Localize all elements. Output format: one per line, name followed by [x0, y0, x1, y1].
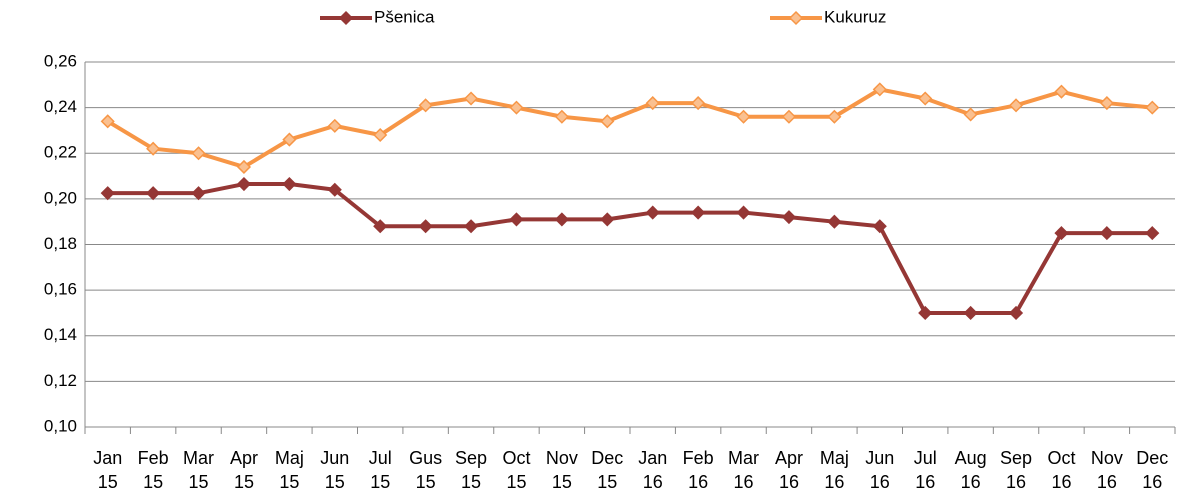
- point: [1145, 226, 1160, 241]
- x-tick-label: Aug 16: [954, 448, 987, 492]
- point: [327, 118, 342, 133]
- point: [963, 305, 978, 320]
- x-tick-label: Dec 16: [1136, 448, 1169, 492]
- legend-label: Kukuruz: [824, 7, 886, 26]
- point: [691, 96, 706, 111]
- x-tick-label: Feb 15: [137, 448, 169, 492]
- point: [236, 159, 252, 174]
- point: [691, 205, 706, 220]
- point: [373, 219, 388, 234]
- point: [509, 100, 524, 115]
- y-tick-label: 0,18: [44, 234, 77, 253]
- point: [963, 107, 978, 122]
- x-tick-label: Apr 15: [229, 448, 258, 492]
- y-tick-label: 0,12: [44, 371, 77, 390]
- point: [600, 114, 615, 129]
- point: [100, 186, 115, 201]
- point: [236, 176, 252, 192]
- legend-label: Pšenica: [374, 7, 435, 26]
- series-line: [106, 87, 1153, 169]
- point: [554, 212, 569, 227]
- point: [509, 212, 524, 227]
- point: [191, 146, 206, 161]
- point: [1054, 84, 1069, 99]
- x-tick-label: Jan 15: [93, 448, 123, 492]
- point: [827, 214, 842, 229]
- x-tick-label: Jul 15: [368, 448, 392, 492]
- point: [918, 305, 933, 320]
- x-tick-label: Apr 16: [774, 448, 803, 492]
- point: [373, 127, 388, 143]
- legend-marker: [788, 10, 804, 26]
- point: [736, 109, 751, 124]
- point: [282, 132, 297, 147]
- x-tick-label: Mar 15: [183, 448, 215, 492]
- point: [872, 82, 887, 97]
- x-tick-label: Nov 15: [545, 448, 578, 492]
- y-tick-label: 0,24: [44, 97, 77, 116]
- point: [554, 109, 569, 124]
- x-tick-label: Mar 16: [728, 448, 760, 492]
- point: [463, 91, 479, 106]
- point: [418, 98, 433, 113]
- point: [146, 186, 161, 201]
- point: [1008, 305, 1024, 320]
- x-tick-label: Jun 16: [865, 448, 895, 492]
- y-tick-label: 0,20: [44, 188, 77, 207]
- point: [1099, 96, 1114, 111]
- x-tick-label: Maj 15: [274, 448, 304, 492]
- point: [146, 141, 161, 156]
- point: [600, 212, 615, 227]
- point: [781, 210, 797, 225]
- x-tick-label: Oct 15: [502, 448, 531, 492]
- y-tick-label: 0,22: [44, 143, 77, 162]
- x-tick-label: Dec 15: [591, 448, 624, 492]
- point: [1054, 226, 1069, 241]
- x-tick-label: Feb 16: [682, 448, 714, 492]
- x-tick-label: Gus 15: [409, 448, 443, 492]
- point: [418, 219, 433, 234]
- point: [191, 186, 206, 201]
- y-tick-label: 0,10: [44, 416, 77, 435]
- point: [463, 219, 479, 234]
- x-tick-label: Sep 15: [455, 448, 488, 492]
- point: [1145, 100, 1160, 115]
- y-tick-label: 0,14: [44, 325, 77, 344]
- point: [781, 109, 797, 124]
- point: [1099, 226, 1114, 241]
- y-tick-label: 0,26: [44, 51, 77, 70]
- x-tick-label: Jan 16: [638, 448, 668, 492]
- x-tick-label: Nov 16: [1090, 448, 1123, 492]
- point: [645, 205, 660, 220]
- point: [872, 219, 887, 234]
- x-tick-label: Maj 16: [819, 448, 849, 492]
- point: [1008, 98, 1024, 113]
- point: [827, 109, 842, 124]
- point: [100, 114, 115, 129]
- point: [736, 205, 751, 220]
- point: [282, 176, 297, 192]
- x-tick-label: Jun 15: [320, 448, 350, 492]
- point: [327, 182, 342, 197]
- x-tick-label: Oct 16: [1047, 448, 1076, 492]
- x-tick-label: Jul 16: [913, 448, 937, 492]
- y-tick-label: 0,16: [44, 280, 77, 299]
- legend-marker: [338, 10, 354, 26]
- x-tick-label: Sep 16: [1000, 448, 1033, 492]
- point: [918, 91, 933, 106]
- series-line: [107, 182, 1153, 315]
- point: [645, 96, 660, 111]
